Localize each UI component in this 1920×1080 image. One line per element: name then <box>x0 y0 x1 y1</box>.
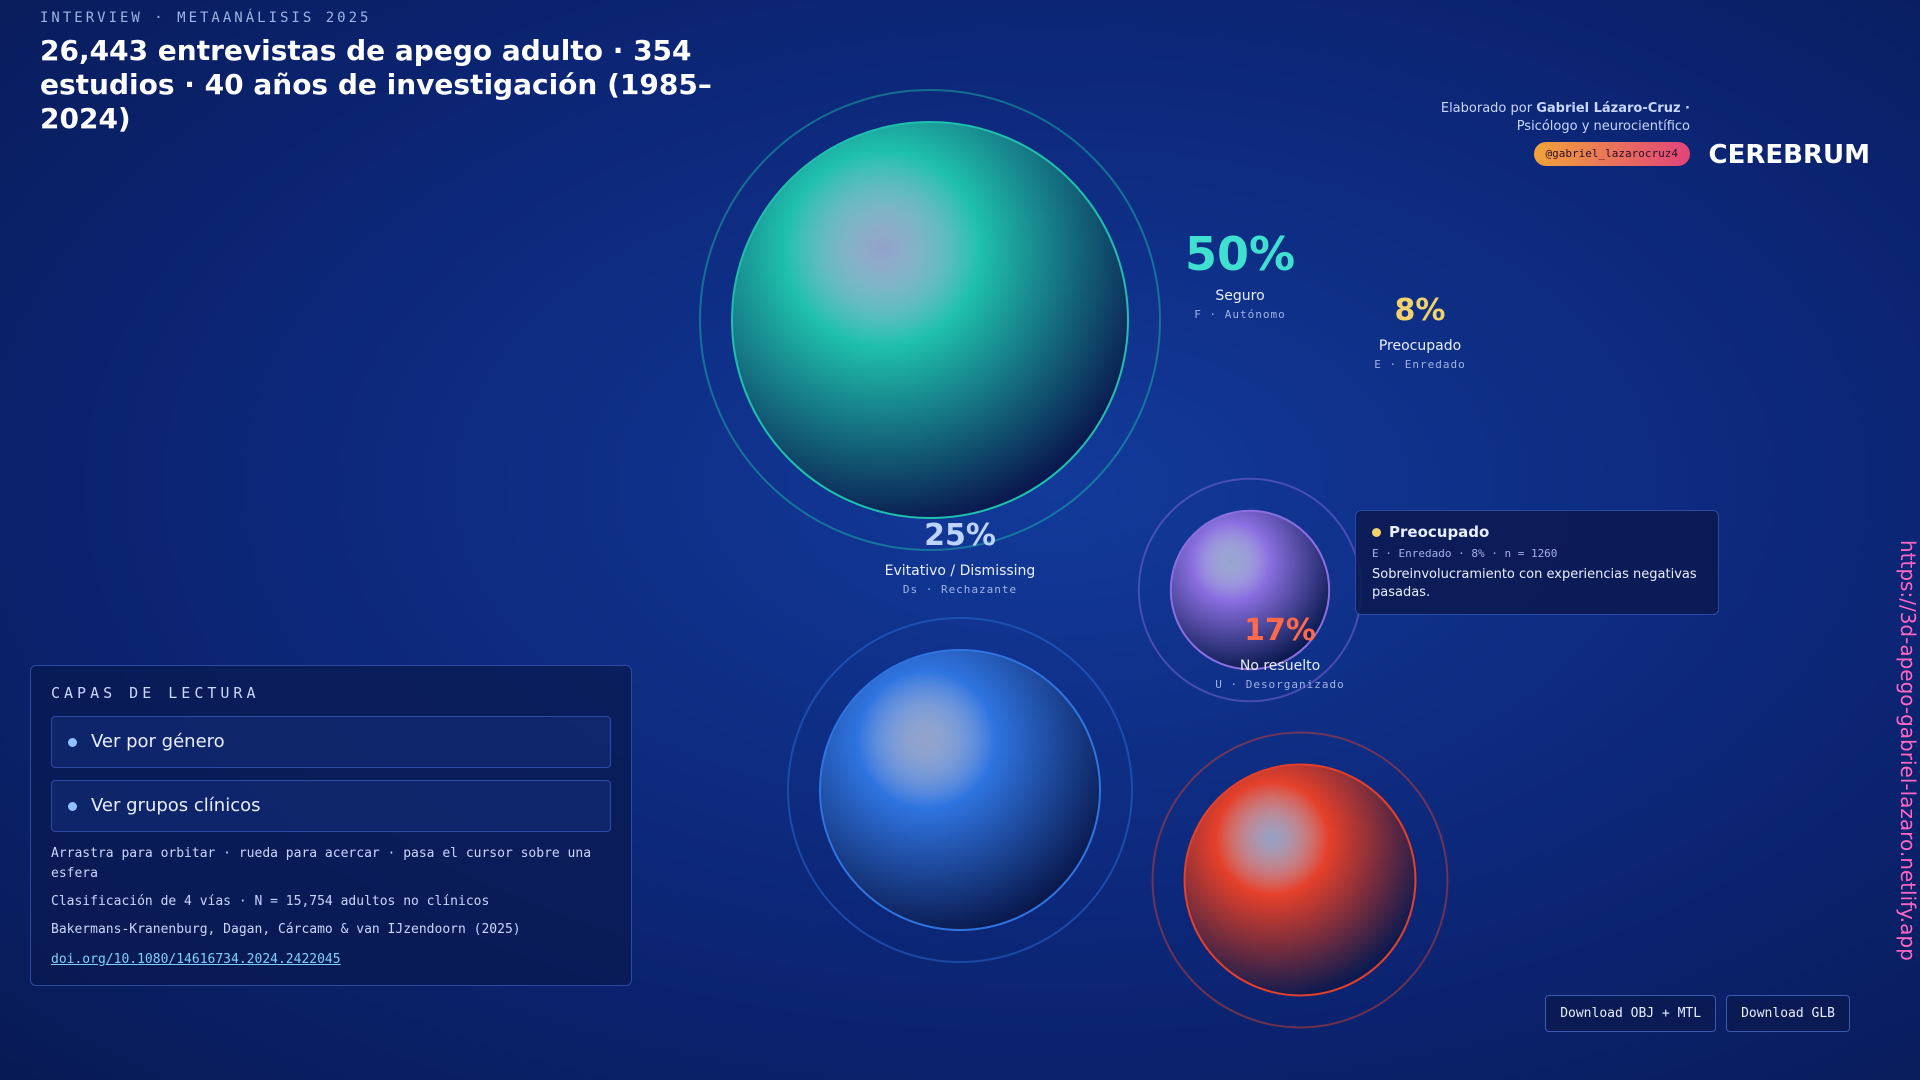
panel: CAPAS DE LECTURA Ver por género Ver grup… <box>30 665 632 986</box>
authors: Bakermans-Kranenburg, Dagan, Cárcamo & v… <box>51 922 521 937</box>
orbit-ring <box>1151 731 1449 1029</box>
group-code: U · Desorganizado <box>1215 678 1345 691</box>
note: Clasificación de 4 vías · N = 15,754 adu… <box>51 894 490 909</box>
handle-badge[interactable]: @gabriel_lazarocruz4 <box>1533 142 1690 166</box>
downloads: Download OBJ + MTL Download GLB <box>1545 995 1850 1032</box>
sphere <box>731 121 1129 519</box>
value-label: 8% <box>1395 293 1446 328</box>
value-label: 25% <box>924 518 996 553</box>
value-label: 50% <box>1185 227 1295 281</box>
group-name: Seguro <box>1215 288 1264 304</box>
doi-link[interactable]: doi.org/10.1080/14616734.2024.2422045 <box>51 952 341 967</box>
sphere <box>819 649 1101 931</box>
eyebrow: INTERVIEW · METAANÁLISIS 2025 <box>40 10 372 26</box>
url[interactable]: https://3d-apego-gabriel-lazaro.netlify.… <box>1896 540 1920 961</box>
credit-prefix: Elaborado por <box>1440 101 1533 116</box>
tooltip-title: Preocupado <box>1372 523 1702 541</box>
credit: Elaborado por Gabriel Lázaro-Cruz · Psic… <box>1441 100 1690 166</box>
orbit-ring <box>787 617 1133 963</box>
group-name: Evitativo / Dismissing <box>885 563 1036 579</box>
credit-role: Psicólogo y neurocientífico <box>1516 119 1690 134</box>
tooltip-text: Sobreinvolucramiento con experiencias ne… <box>1372 567 1697 600</box>
group-name: Preocupado <box>1379 338 1461 354</box>
panel-title: CAPAS DE LECTURA <box>51 684 260 702</box>
orbit-ring <box>699 89 1161 551</box>
download-button[interactable]: Download OBJ + MTL <box>1545 995 1717 1032</box>
group-code: F · Autónomo <box>1194 308 1285 321</box>
toggle-button[interactable]: Ver grupos clínicos <box>51 780 611 832</box>
logo[interactable]: CEREBRUM <box>1708 140 1870 170</box>
group-code: Ds · Rechazante <box>903 583 1017 596</box>
tooltip: Preocupado E · Enredado · 8% · n = 1260 … <box>1355 510 1719 615</box>
sphere <box>1169 509 1331 671</box>
toggle-button[interactable]: Ver por género <box>51 716 611 768</box>
group-name: No resuelto <box>1240 658 1320 674</box>
title: 26,443 entrevistas de apego adulto · 354… <box>40 34 712 135</box>
group-code: E · Enredado <box>1374 358 1465 371</box>
value-label: 17% <box>1244 613 1316 648</box>
sphere <box>1183 763 1417 997</box>
download-button[interactable]: Download GLB <box>1726 995 1850 1032</box>
tooltip-meta: E · Enredado · 8% · n = 1260 <box>1372 547 1558 560</box>
credit-author: Gabriel Lázaro-Cruz · <box>1536 101 1690 116</box>
hint: Arrastra para orbitar · rueda para acerc… <box>51 846 592 881</box>
